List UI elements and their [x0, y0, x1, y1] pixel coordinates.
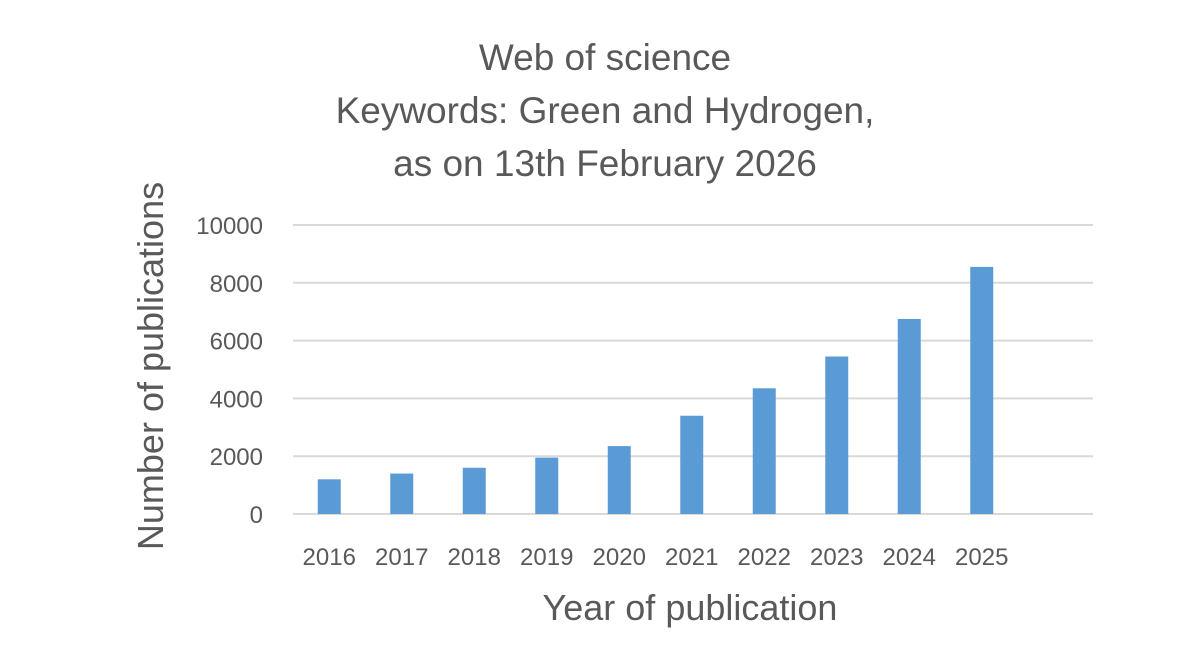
- bar-2025: [970, 266, 994, 514]
- y-tick-label: 2000: [210, 444, 263, 471]
- bar-2018: [462, 467, 486, 514]
- bar-2016: [317, 479, 341, 514]
- x-tick-label: 2024: [883, 544, 936, 571]
- y-axis-title: Number of publications: [130, 182, 171, 550]
- y-tick-labels: 0 2000 4000 6000 8000 10000: [196, 213, 263, 529]
- gridlines: [293, 224, 1093, 515]
- bar-2023: [825, 356, 849, 514]
- chart-title-line-2: Keywords: Green and Hydrogen,: [335, 90, 875, 131]
- bar-2020: [607, 446, 631, 514]
- bars: [317, 266, 994, 514]
- x-tick-labels: 2016 2017 2018 2019 2020 2021 2022 2023 2024 2025: [303, 544, 1009, 571]
- y-tick-label: 6000: [210, 329, 263, 356]
- bar-2019: [535, 457, 559, 514]
- x-tick-label: 2017: [375, 544, 428, 571]
- x-tick-label: 2021: [665, 544, 718, 571]
- chart-title-line-3: as on 13th February 2026: [393, 143, 817, 184]
- y-tick-label: 10000: [196, 213, 263, 240]
- y-tick-label: 0: [250, 502, 263, 529]
- x-tick-label: 2025: [955, 544, 1008, 571]
- bar-2021: [680, 415, 704, 514]
- bar-2017: [390, 473, 414, 514]
- x-tick-label: 2016: [303, 544, 356, 571]
- chart-title-line-1: Web of science: [478, 37, 732, 78]
- y-tick-label: 4000: [210, 386, 263, 413]
- y-tick-label: 8000: [210, 271, 263, 298]
- bar-2024: [897, 318, 921, 514]
- x-tick-label: 2023: [810, 544, 863, 571]
- x-tick-label: 2020: [593, 544, 646, 571]
- x-axis-title: Year of publication: [543, 587, 838, 628]
- x-tick-label: 2022: [738, 544, 791, 571]
- bar-2022: [752, 388, 776, 514]
- x-tick-label: 2019: [520, 544, 573, 571]
- x-tick-label: 2018: [448, 544, 501, 571]
